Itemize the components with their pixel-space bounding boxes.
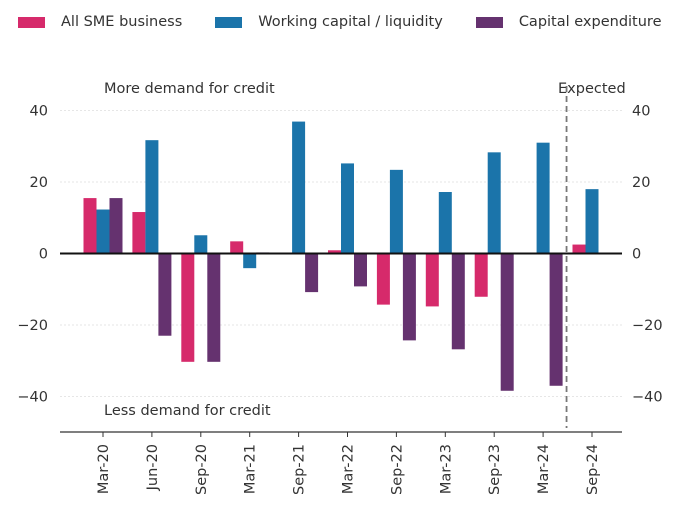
legend: All SME business Working capital / liqui… [18, 14, 662, 30]
y-tick-label-right: 40 [632, 104, 650, 120]
y-tick-label-right: −40 [632, 390, 663, 406]
bar-capital-expenditure [305, 253, 319, 293]
bar-all-sme [328, 250, 341, 254]
annotation-more-demand: More demand for credit [104, 81, 275, 97]
bar-all-sme [83, 198, 97, 254]
annotation-less-demand: Less demand for credit [104, 403, 271, 419]
bar-working-capital [243, 253, 257, 269]
annotation-expected: Expected [558, 81, 626, 97]
x-tick-label: Sep-20 [194, 444, 210, 495]
y-tick-label-left: −20 [17, 318, 48, 334]
x-tick-label: Sep-22 [389, 444, 405, 495]
bar-capital-expenditure [500, 253, 514, 391]
y-tick-label-left: 0 [39, 247, 48, 263]
bar-capital-expenditure [402, 253, 416, 341]
bar-working-capital [487, 152, 501, 254]
x-tick-label: Mar-22 [341, 444, 357, 494]
bar-working-capital [438, 192, 452, 254]
y-tick-label-left: −40 [17, 390, 48, 406]
y-tick-label-right: 20 [632, 175, 650, 191]
bar-all-sme [474, 253, 488, 297]
bar-all-sme [425, 253, 439, 307]
legend-item-capital-expenditure[interactable]: Capital expenditure [475, 14, 662, 30]
bar-all-sme [230, 241, 244, 254]
bar-capital-expenditure [158, 253, 172, 336]
x-tick-label: Sep-21 [292, 444, 308, 495]
y-tick-label-left: 40 [30, 104, 48, 120]
bars [83, 121, 599, 391]
x-tick-label: Jun-20 [145, 444, 161, 491]
x-tick-label: Mar-20 [96, 444, 112, 494]
legend-item-all-sme[interactable]: All SME business [18, 14, 182, 30]
bar-working-capital [194, 235, 208, 254]
legend-swatch-working-capital [215, 16, 243, 28]
tick-labels: −40 −40 −20 −20 0 0 20 20 40 40 Mar-20 Jun-20 Sep-20… [17, 104, 662, 496]
bar-working-capital [292, 121, 306, 254]
bar-capital-expenditure [354, 253, 367, 287]
bar-working-capital [96, 209, 110, 254]
bar-capital-expenditure [207, 253, 221, 362]
bar-working-capital [145, 140, 159, 254]
y-tick-label-right: −20 [632, 318, 663, 334]
y-tick-label-left: 20 [30, 175, 48, 191]
x-tick-label: Mar-24 [536, 444, 552, 494]
legend-swatch-all-sme [18, 16, 45, 28]
legend-label-all-sme: All SME business [61, 14, 183, 30]
bar-all-sme [181, 253, 195, 362]
bar-all-sme [572, 244, 586, 254]
bar-working-capital [389, 169, 403, 254]
bar-working-capital [585, 189, 599, 254]
bar-all-sme [376, 253, 390, 305]
x-tick-label: Sep-23 [487, 444, 503, 495]
legend-label-working-capital: Working capital / liquidity [258, 14, 443, 30]
legend-item-working-capital[interactable]: Working capital / liquidity [215, 14, 443, 30]
bar-working-capital [341, 163, 354, 254]
bar-working-capital [536, 142, 550, 254]
x-tick-label: Mar-23 [438, 444, 454, 494]
bar-capital-expenditure [451, 253, 465, 350]
bar-all-sme [132, 212, 146, 254]
bar-capital-expenditure [549, 253, 563, 386]
x-tick-label: Sep-24 [585, 444, 601, 495]
legend-swatch-capital-expenditure [475, 16, 503, 28]
x-tick-label: Mar-21 [243, 444, 259, 494]
bar-capital-expenditure [109, 198, 123, 254]
y-tick-label-right: 0 [632, 247, 641, 263]
legend-label-capital-expenditure: Capital expenditure [518, 14, 662, 30]
axes [60, 86, 622, 437]
